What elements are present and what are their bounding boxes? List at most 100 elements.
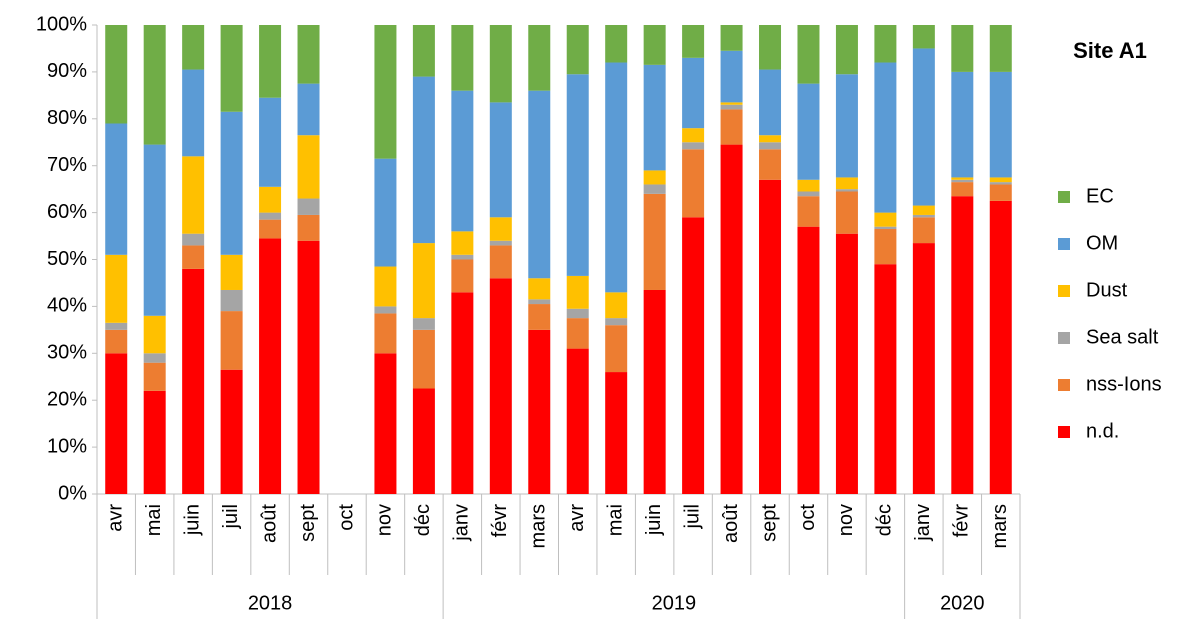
x-tick-label: févr [951,504,973,538]
bar-segment [528,329,551,494]
bar-segment [412,76,435,244]
bar-segment [874,25,897,63]
bar-segment [720,144,743,494]
bar-segment [297,198,320,215]
bar-segment [489,278,512,494]
x-tick-label: mars [528,504,550,548]
bar-segment [143,390,166,494]
bar-segment [105,25,128,124]
y-tick-label: 90% [47,60,87,82]
bar-segment [220,254,243,290]
x-tick-label: juin [643,504,665,536]
x-tick-label: avr [105,504,127,532]
bar-segment [528,25,551,91]
bar-segment [797,179,820,192]
bar-segment [643,184,666,194]
bar-segment [605,325,628,373]
bar-segment [566,308,589,319]
bar-segment [566,25,589,75]
x-tick-label: juil [681,504,703,529]
legend-label: OM [1086,232,1118,254]
bar-segment [835,177,858,190]
bar-segment [182,268,205,494]
bar-segment [143,353,166,363]
group-label: 2020 [940,592,985,614]
bar-segment [220,25,243,112]
y-tick-label: 100% [36,13,87,35]
bar-segment [182,25,205,70]
y-tick-label: 10% [47,435,87,457]
x-tick-label: nov [374,504,396,536]
bar-segment [489,102,512,218]
x-tick-label: oct [797,504,819,531]
bar-segment [297,214,320,241]
x-tick-label: août [720,504,742,543]
bar-segment [835,191,858,234]
x-tick-label: mars [989,504,1011,548]
y-tick-label: 20% [47,388,87,410]
bar-segment [682,25,705,58]
bar-segment [105,254,128,323]
bar-segment [797,83,820,180]
bar-segment [874,229,897,265]
y-tick-label: 30% [47,342,87,364]
bar-segment [835,74,858,178]
bar-segment [951,71,974,178]
bar-segment [374,25,397,159]
bar-segment [835,25,858,75]
bar-segment [259,97,282,187]
bar-segment [912,48,935,206]
x-tick-label: mai [143,504,165,536]
bar-segment [374,158,397,267]
bar-segment [874,62,897,213]
bar-segment [759,179,782,494]
y-tick-label: 40% [47,295,87,317]
x-tick-label: août [258,504,280,543]
bar-segment [374,353,397,494]
bar-segment [797,191,820,197]
bar-segment [643,289,666,494]
bar-segment [759,149,782,180]
bar-segment [412,318,435,330]
bar-segment [412,388,435,494]
y-tick-label: 60% [47,201,87,223]
x-tick-label: déc [412,504,434,536]
bar-segment [720,25,743,51]
x-tick-label: févr [489,504,511,538]
bar-segment [220,289,243,312]
legend-label: nss-Ions [1086,373,1162,395]
bar-segment [951,182,974,197]
bar-segment [912,214,935,218]
y-tick-label: 50% [47,248,87,270]
bar-segment [143,144,166,316]
bar-segment [989,25,1012,72]
bar-segment [220,111,243,255]
bar-segment [835,233,858,494]
bar-segment [643,64,666,171]
bar-segment [451,25,474,91]
bar-segment [412,243,435,319]
bar-segment [528,90,551,279]
bar-segment [720,50,743,103]
bar-segment [682,142,705,150]
bar-segment [182,233,205,246]
legend-swatch [1058,426,1070,438]
bar-segment [451,292,474,494]
bar-segment [989,177,1012,183]
legend-swatch [1058,379,1070,391]
bar-segment [528,278,551,300]
legend-swatch [1058,191,1070,203]
bar-segment [528,299,551,305]
x-tick-label: janv [451,504,473,542]
bar-segment [720,109,743,145]
bar-segment [912,205,935,215]
bar-segment [643,193,666,290]
bar-segment [759,25,782,70]
bar-segment [797,25,820,84]
bar-segment [297,240,320,494]
bar-segment [566,318,589,349]
bar-segment [605,292,628,319]
y-tick-label: 0% [58,482,87,504]
bar-segment [566,348,589,494]
